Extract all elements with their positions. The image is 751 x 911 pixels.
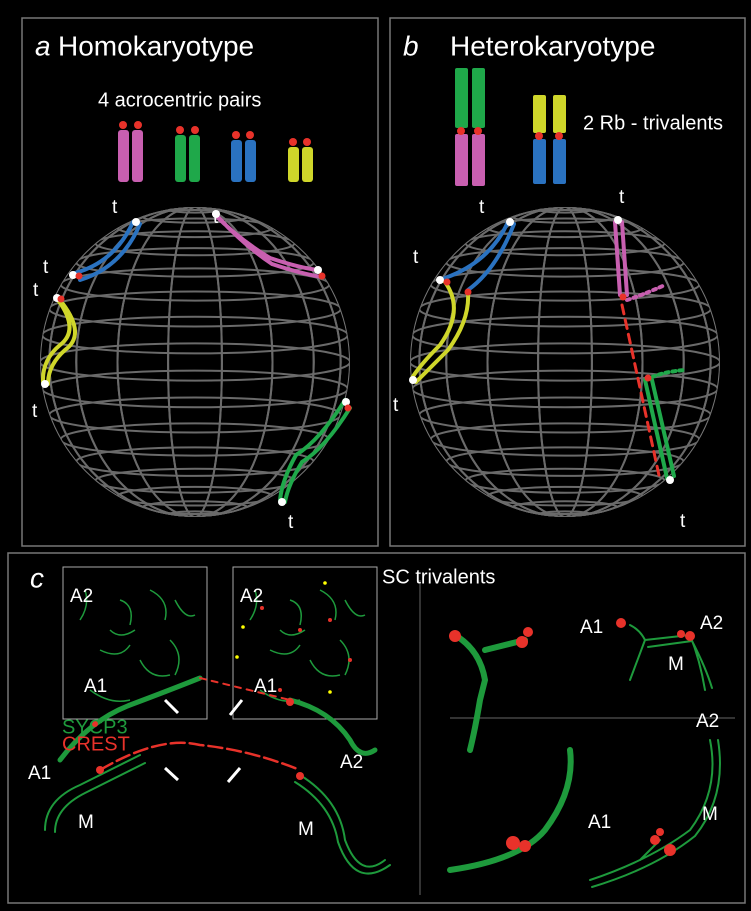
telomere-label: t xyxy=(33,280,39,301)
panel-title: Heterokaryotype xyxy=(450,30,655,61)
trivalent-label: A2 xyxy=(700,613,723,634)
caption: 4 acrocentric pairs xyxy=(98,89,261,111)
telomere-label: t xyxy=(619,187,625,208)
panel-title: SC trivalents xyxy=(382,566,495,588)
trivalent-label: A1 xyxy=(588,812,611,833)
sphere-grid xyxy=(40,207,350,517)
inset-label: A2 xyxy=(240,586,263,607)
telomere-label: t xyxy=(112,197,118,218)
trivalent-label: M xyxy=(702,804,718,825)
telomere-label: t xyxy=(288,512,294,533)
panel-title: Homokaryotype xyxy=(58,30,254,61)
sc-label: A2 xyxy=(340,752,363,773)
inset-label: A2 xyxy=(70,586,93,607)
panel-letter: a xyxy=(35,30,51,61)
trivalent-label: A1 xyxy=(580,617,603,638)
telomere-label: t xyxy=(479,197,485,218)
telomere-label: t xyxy=(413,247,419,268)
panel-letter: c xyxy=(30,562,44,593)
telomere-label: t xyxy=(680,511,686,532)
caption: 2 Rb - trivalents xyxy=(583,112,723,134)
telomere-label: t xyxy=(43,257,49,278)
legend-entry: CREST xyxy=(62,733,130,755)
telomere-label: t xyxy=(32,401,38,422)
sc-label: M xyxy=(78,812,94,833)
trivalent-label: M xyxy=(668,654,684,675)
sc-label: A1 xyxy=(28,763,51,784)
nucleus-sphere xyxy=(40,206,350,518)
figure: a Homokaryotype 4 acrocentric pairs t t … xyxy=(0,0,751,911)
trivalent-label: A2 xyxy=(696,711,719,732)
panel-letter: b xyxy=(403,30,419,61)
telomere-label: t xyxy=(213,207,219,228)
inset-label: A1 xyxy=(254,676,277,697)
inset-label: A1 xyxy=(84,676,107,697)
telomere-label: t xyxy=(393,395,399,416)
sc-label: M xyxy=(298,819,314,840)
